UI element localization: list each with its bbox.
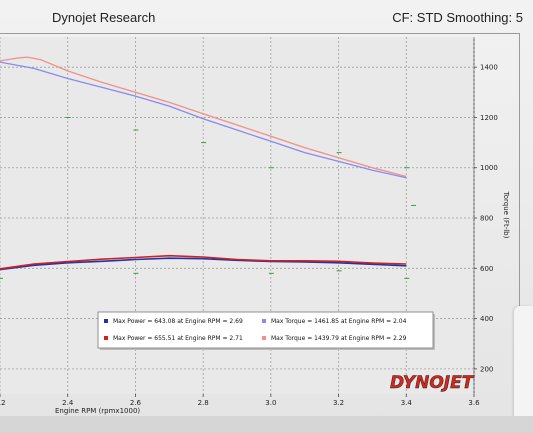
torque-series-line-1 [0,61,407,179]
x-tick-label: 2.8 [198,399,209,407]
legend-entry: Max Torque = 1461.85 at Engine RPM = 2.0… [271,318,407,325]
y-tick-label: 1200 [480,114,498,122]
x-tick-label: 3.4 [401,399,413,407]
legend-swatch [104,319,108,323]
y-tick-label: 400 [480,315,493,323]
legend-box [97,311,434,349]
x-tick-label: 3.2 [333,399,344,407]
y-tick-label: 200 [480,365,493,373]
logo-text: DYNOJET [390,373,475,393]
power-series-line-4 [0,254,407,270]
x-tick-label: 2.4 [62,399,74,407]
torque-series-line-2 [0,56,407,178]
x-tick-label: 2.6 [130,399,142,407]
legend-entry: Max Torque = 1439.79 at Engine RPM = 2.2… [271,335,407,342]
y-axis-title: Torque (Ft-lb) [502,191,510,239]
legend-entry: Max Power = 655.51 at Engine RPM = 2.71 [113,335,243,342]
app-title: Dynojet Research [52,10,156,25]
y-tick-label: 600 [480,265,493,273]
legend-entry: Max Power = 643.08 at Engine RPM = 2.69 [113,318,243,325]
legend-swatch [262,319,266,323]
chart-frame [0,33,520,414]
power-series-line-3 [0,257,407,271]
y-tick-label: 1400 [480,64,498,72]
side-panel [514,306,533,433]
dynojet-logo: DYNOJET [390,373,475,394]
y-tick-label: 1000 [480,164,498,172]
x-tick-label: 3.0 [265,399,276,407]
x-tick-label: 2.2 [0,399,6,407]
bottom-strip [0,416,533,433]
x-axis-title: Engine RPM (rpmx1000) [55,407,140,415]
settings-readout: CF: STD Smoothing: 5 [392,10,523,25]
y-tick-label: 800 [480,215,493,223]
x-tick-label: 3.6 [468,399,480,407]
legend-swatch [262,336,266,340]
legend-swatch [104,336,108,340]
